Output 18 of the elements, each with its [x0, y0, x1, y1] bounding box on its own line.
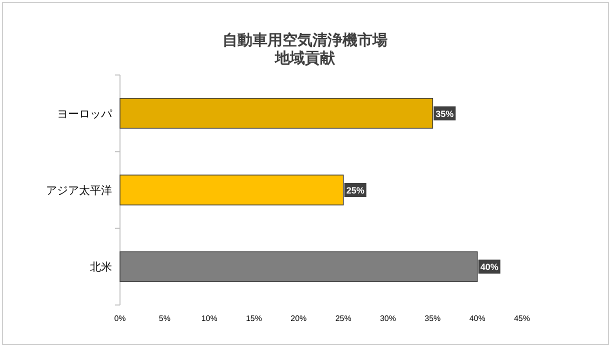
data-label: 40%	[480, 262, 498, 272]
x-tick-label: 40%	[469, 314, 486, 323]
data-label: 25%	[346, 186, 364, 196]
y-tick-label: 北米	[90, 260, 112, 274]
data-label: 35%	[436, 108, 454, 119]
x-tick-label: 25%	[335, 314, 352, 323]
x-tick-label: 15%	[246, 314, 262, 323]
x-tick-label: 0%	[114, 314, 126, 323]
y-tick-label: アジア太平洋	[46, 184, 112, 197]
x-tick-label: 20%	[290, 314, 307, 323]
x-tick-label: 30%	[380, 314, 396, 323]
chart-subtitle: 地域貢献	[274, 50, 336, 67]
y-tick-label: ヨーロッパ	[57, 108, 113, 120]
chart-title: 自動車用空気清浄機市場	[222, 31, 388, 49]
x-tick-label: 45%	[514, 314, 530, 323]
x-tick-label: 35%	[424, 314, 441, 323]
x-tick-label: 5%	[158, 314, 170, 323]
x-tick-label: 10%	[201, 314, 218, 323]
